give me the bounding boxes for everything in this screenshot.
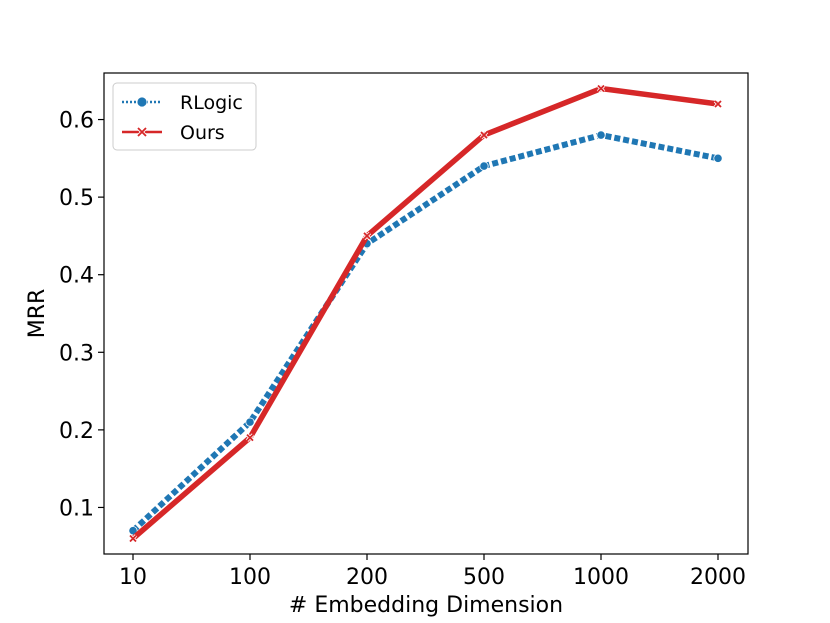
x-axis-label: # Embedding Dimension [289,593,563,618]
x-tick-label: 2000 [690,565,746,590]
data-point-ours [714,100,722,108]
legend-entry-rlogic: RLogic [122,92,243,114]
y-tick-label: 0.2 [59,419,94,444]
plot-area [103,72,749,555]
series-rlogic [128,130,723,536]
legend: RLogic Ours [112,82,257,151]
data-point-rlogic [479,161,489,171]
legend-marker [136,96,148,108]
data-point-ours [246,433,254,442]
x-axis: 10 100 200 500 1000 2000 [119,554,746,590]
y-tick-label: 0.4 [59,264,94,289]
legend-label: Ours [180,122,225,144]
data-point-ours [363,232,371,240]
x-tick-label: 500 [463,565,505,590]
x-tick-label: 200 [346,565,388,590]
y-axis: 0.1 0.2 0.3 0.4 0.5 0.6 [59,109,104,521]
legend-entry-ours: Ours [122,122,225,144]
legend-label: RLogic [180,92,243,114]
legend-marker [137,127,147,137]
y-axis-label: MRR [25,289,50,339]
data-point-ours [597,84,605,93]
data-point-ours [129,534,137,543]
series-ours [128,84,723,543]
data-point-rlogic [596,130,606,140]
data-point-rlogic [245,417,255,427]
x-tick-label: 10 [119,565,147,590]
y-tick-label: 0.3 [59,341,94,366]
y-tick-label: 0.6 [59,109,94,134]
series-line-ours [131,85,719,541]
x-tick-label: 100 [229,565,271,590]
y-tick-label: 0.1 [59,496,94,521]
series-layer [128,84,723,543]
series-line-rlogic [130,132,719,533]
y-tick-label: 0.5 [59,186,94,211]
data-point-rlogic [713,153,723,163]
data-point-ours [480,131,488,139]
x-tick-label: 1000 [573,565,629,590]
